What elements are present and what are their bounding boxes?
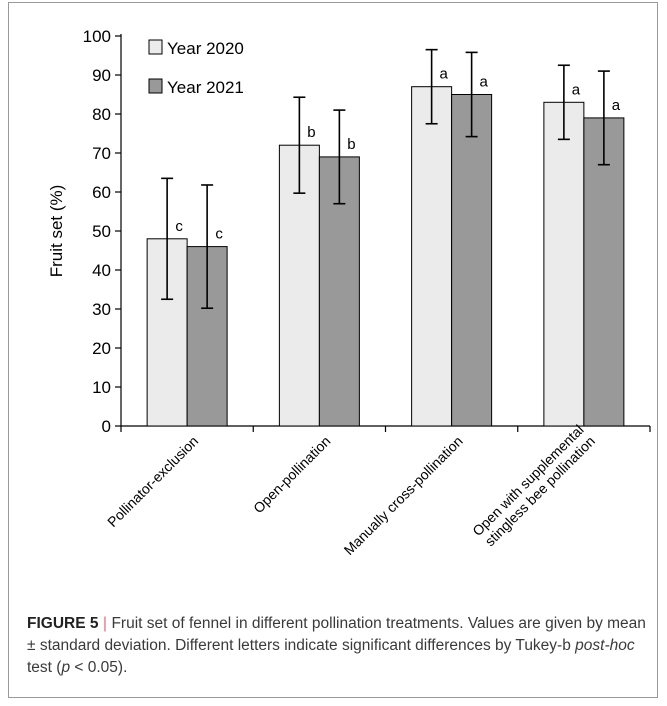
x-category-label-line: Manually cross-pollination bbox=[341, 433, 466, 558]
y-tick-label: 80 bbox=[92, 105, 111, 124]
legend-label: Year 2020 bbox=[167, 39, 244, 58]
significance-letter: a bbox=[439, 66, 448, 83]
y-tick-label: 10 bbox=[92, 378, 111, 397]
y-tick-label: 20 bbox=[92, 339, 111, 358]
x-category-label: Pollinator-exclusion bbox=[104, 433, 201, 530]
bar bbox=[583, 117, 625, 427]
caption-text: Fruit set of fennel in different pollina… bbox=[27, 615, 646, 654]
legend-label: Year 2021 bbox=[167, 78, 244, 97]
y-tick-label: 90 bbox=[92, 66, 111, 85]
caption-p: p bbox=[61, 659, 71, 676]
y-tick-label: 40 bbox=[92, 261, 111, 280]
bar bbox=[543, 101, 585, 427]
x-category-label-line: Pollinator-exclusion bbox=[104, 433, 201, 530]
y-tick-label: 60 bbox=[92, 183, 111, 202]
significance-letter: a bbox=[572, 81, 581, 98]
y-axis-label: Fruit set (%) bbox=[47, 185, 66, 278]
caption-text-2: test ( bbox=[27, 659, 62, 676]
y-tick-label: 70 bbox=[92, 144, 111, 163]
caption-label: FIGURE 5 bbox=[27, 615, 99, 632]
caption-text-3: < 0.05). bbox=[70, 659, 128, 676]
significance-letter: b bbox=[347, 136, 355, 153]
x-category-label: Open-pollination bbox=[250, 433, 333, 516]
figure-caption: FIGURE 5 | Fruit set of fennel in differ… bbox=[27, 613, 647, 679]
caption-separator: | bbox=[98, 615, 112, 632]
legend-swatch bbox=[148, 39, 163, 55]
bar-chart: 0 10 20 30 40 50 60 70 80 90 100 Fruit set (%) c b a a c… bbox=[47, 27, 651, 558]
y-tick-label: 50 bbox=[92, 222, 111, 241]
significance-letter: b bbox=[307, 124, 315, 141]
y-tick-label: 100 bbox=[83, 27, 111, 46]
x-category-label: Manually cross-pollination bbox=[341, 433, 466, 558]
significance-letter: a bbox=[479, 74, 488, 91]
significance-letter: c bbox=[175, 218, 183, 235]
x-category-label-line: stingless bee pollination bbox=[482, 433, 598, 549]
y-tick-label: 0 bbox=[102, 417, 111, 436]
bar bbox=[411, 86, 453, 427]
x-category-label-line: Open with supplemental bbox=[469, 421, 587, 539]
caption-posthoc: post-hoc bbox=[575, 637, 635, 654]
x-category-label: Open with supplementalstingless bee poll… bbox=[469, 421, 598, 550]
y-tick-label: 30 bbox=[92, 300, 111, 319]
figure-frame bbox=[8, 2, 658, 698]
significance-letter: a bbox=[612, 97, 621, 114]
significance-letter: c bbox=[215, 226, 223, 243]
legend-swatch bbox=[148, 78, 163, 94]
bar bbox=[451, 94, 493, 427]
x-category-label-line: Open-pollination bbox=[250, 433, 333, 516]
